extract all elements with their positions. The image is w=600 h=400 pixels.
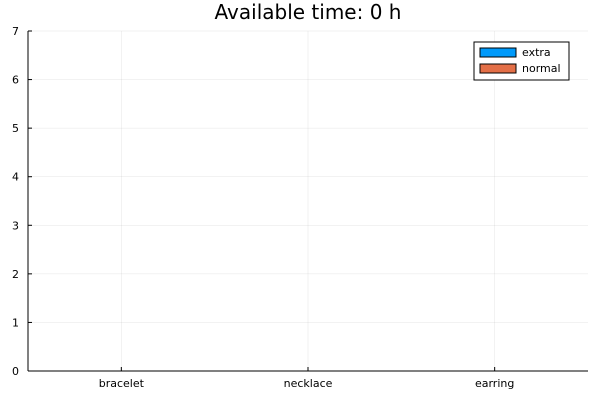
x-tick-label: earring — [475, 377, 514, 390]
y-tick-label: 4 — [12, 171, 19, 184]
y-tick-label: 5 — [12, 122, 19, 135]
x-tick-label: necklace — [284, 377, 333, 390]
legend-swatch-normal — [479, 63, 517, 74]
legend: extra normal — [473, 41, 570, 81]
legend-label-extra: extra — [522, 46, 551, 59]
grid — [28, 30, 588, 372]
y-tick-label: 0 — [12, 365, 19, 378]
y-tick-label: 1 — [12, 316, 19, 329]
x-tick-label: bracelet — [99, 377, 145, 390]
legend-label-normal: normal — [522, 62, 561, 75]
y-tick-label: 7 — [12, 25, 19, 38]
chart-title: Available time: 0 h — [215, 0, 402, 24]
y-tick-label: 6 — [12, 74, 19, 87]
legend-swatch-extra — [479, 47, 517, 58]
y-tick-label: 3 — [12, 219, 19, 232]
y-tick-label: 2 — [12, 268, 19, 281]
ticks: 0 1 2 3 4 5 6 7 bracelet necklace earring — [12, 25, 514, 390]
